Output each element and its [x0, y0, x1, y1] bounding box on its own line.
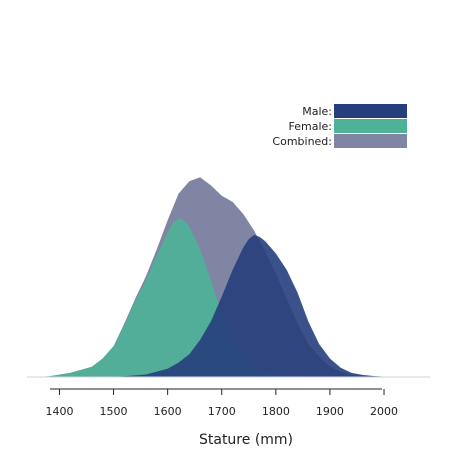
x-axis-ticks: 1400 1500 1600 1700 1800 1900 2000	[45, 389, 398, 418]
density-areas	[27, 177, 430, 378]
x-axis-title: Stature (mm)	[199, 432, 293, 448]
legend-swatch-female	[334, 119, 407, 133]
density-area-female	[27, 218, 309, 377]
x-tick-label-2000: 2000	[370, 405, 398, 418]
x-tick-label-1500: 1500	[100, 405, 128, 418]
legend: Male: Female: Combined:	[272, 104, 407, 148]
legend-label-female: Female:	[289, 120, 332, 133]
legend-label-male: Male:	[302, 105, 332, 118]
legend-swatch-male	[334, 104, 407, 118]
x-tick-label-1900: 1900	[316, 405, 344, 418]
x-tick-label-1600: 1600	[154, 405, 182, 418]
x-tick-label-1400: 1400	[45, 405, 73, 418]
density-area-male	[102, 234, 430, 377]
legend-swatch-combined	[334, 134, 407, 148]
legend-label-combined: Combined:	[272, 135, 332, 148]
x-tick-label-1800: 1800	[262, 405, 290, 418]
x-tick-label-1700: 1700	[208, 405, 236, 418]
